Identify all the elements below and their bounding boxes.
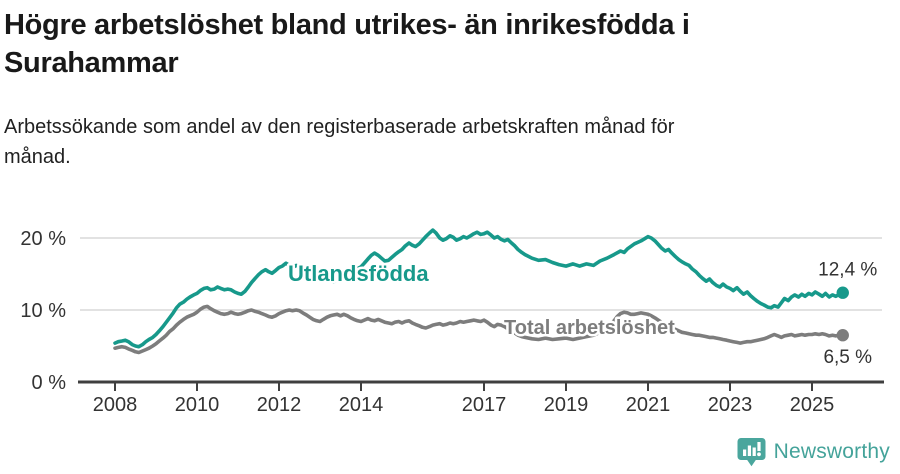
series-end-dot-total [836,329,849,342]
x-tick-label-2008: 2008 [93,394,138,416]
x-tick-label-2021: 2021 [626,394,671,416]
newsworthy-logo[interactable]: Newsworthy [737,437,890,467]
series-label-utlandsfodda: Utlandsfödda [288,261,429,286]
x-tick-label-2014: 2014 [339,394,384,416]
y-tick-label-0: 0 % [32,372,67,394]
unemployment-line-chart: 2008 2010 2012 2014 2017 2019 2021 2023 2025 0 % 1… [20,228,884,416]
newsworthy-logo-icon [737,438,766,467]
y-tick-label-10: 10 % [20,300,66,322]
y-tick-label-20: 20 % [20,228,66,250]
x-tick-label-2025: 2025 [790,394,835,416]
end-value-label-utlandsfodda: 12,4 % [818,260,877,281]
end-value-label-total: 6,5 % [823,347,872,368]
series-end-dot-utlandsfodda [836,286,849,299]
series-label-total-arbetsloshet: Total arbetslöshet [504,317,675,339]
chart-subtitle: Arbetssökande som andel av den registerb… [4,116,675,168]
newsworthy-logo-text: Newsworthy [773,440,890,463]
chart-title: Högre arbetslöshet bland utrikes- än inr… [4,9,690,79]
series-line-utlandsfodda [113,228,845,349]
x-tick-label-2017: 2017 [462,394,507,416]
x-tick-label-2023: 2023 [708,394,753,416]
x-tick-label-2012: 2012 [257,394,302,416]
x-tick-label-2019: 2019 [544,394,589,416]
x-tick-label-2010: 2010 [175,394,220,416]
series-line-total-arbetsloshet [113,304,845,355]
